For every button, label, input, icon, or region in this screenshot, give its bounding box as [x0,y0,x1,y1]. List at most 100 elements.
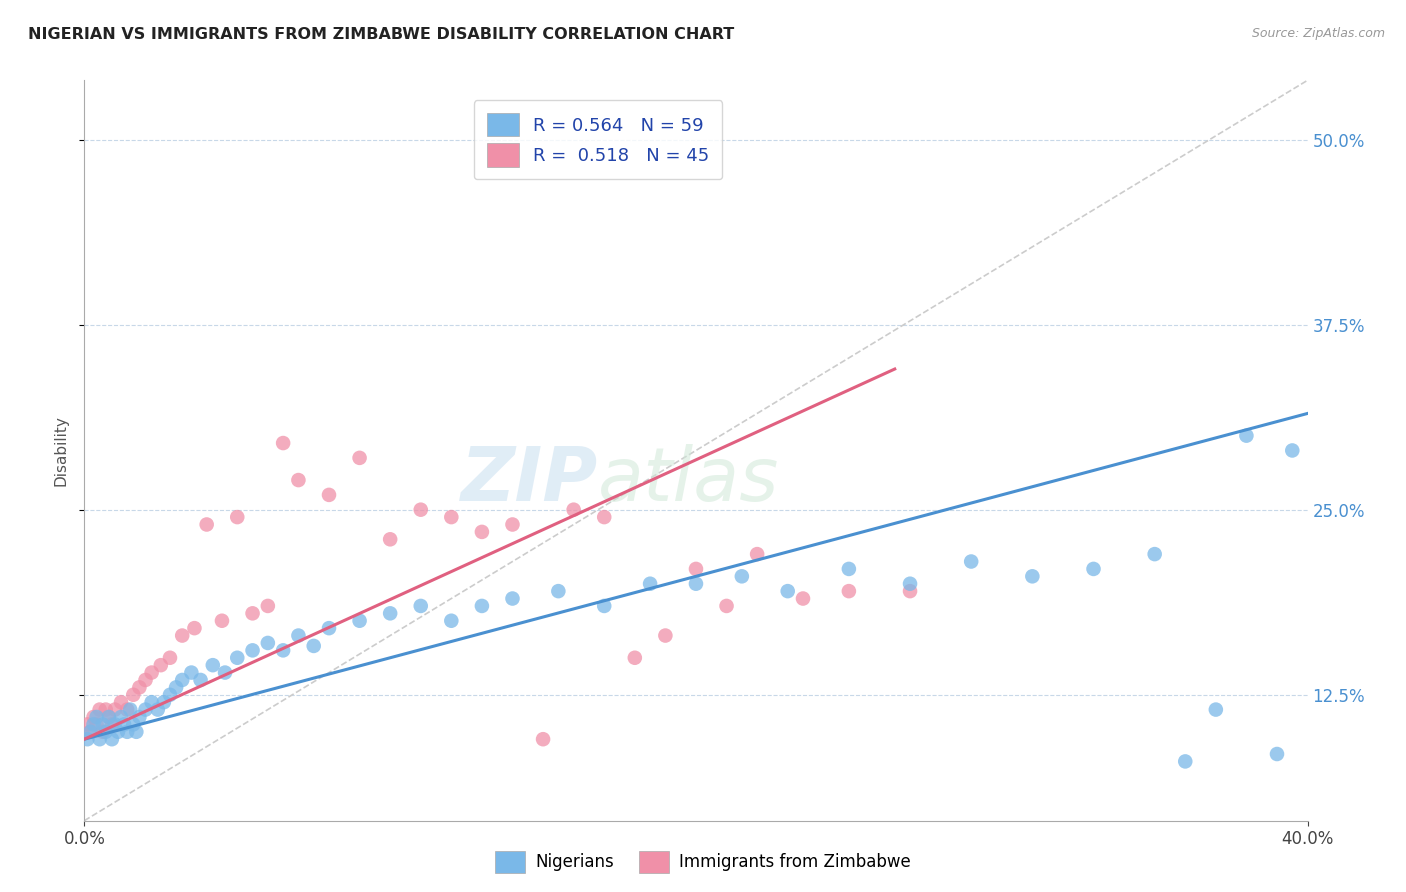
Point [838,562,860,576]
Point [112,717,135,731]
Point [792,591,814,606]
Point [1205,703,1227,717]
Point [214,665,236,680]
Point [685,562,707,576]
Point [115,724,138,739]
Point [409,502,432,516]
Point [226,650,249,665]
Point [593,510,616,524]
Point [685,576,707,591]
Point [94,724,117,739]
Point [349,450,371,465]
Point [776,584,799,599]
Point [97,710,120,724]
Point [172,673,194,687]
Point [83,717,105,731]
Point [89,732,111,747]
Point [349,614,371,628]
Point [242,607,264,621]
Point [838,584,860,599]
Point [135,703,157,717]
Point [110,710,132,724]
Point [91,724,114,739]
Y-axis label: Disability: Disability [53,415,69,486]
Point [76,717,98,731]
Point [180,665,202,680]
Point [747,547,769,561]
Point [531,732,554,747]
Text: ZIP: ZIP [461,443,598,516]
Point [190,673,212,687]
Point [183,621,205,635]
Point [654,628,676,642]
Point [89,703,111,717]
Point [271,643,294,657]
Point [471,524,494,539]
Point [731,569,754,583]
Point [97,710,120,724]
Point [141,695,163,709]
Point [135,673,157,687]
Text: Source: ZipAtlas.com: Source: ZipAtlas.com [1251,27,1385,40]
Point [716,599,738,613]
Point [159,650,181,665]
Point [471,599,494,613]
Point [91,717,114,731]
Point [898,576,921,591]
Text: atlas: atlas [598,444,779,516]
Point [1083,562,1105,576]
Point [153,695,176,709]
Point [76,732,98,747]
Point [1174,755,1197,769]
Point [638,576,661,591]
Point [165,681,187,695]
Point [195,517,218,532]
Text: NIGERIAN VS IMMIGRANTS FROM ZIMBABWE DISABILITY CORRELATION CHART: NIGERIAN VS IMMIGRANTS FROM ZIMBABWE DIS… [28,27,734,42]
Point [83,710,105,724]
Point [141,665,163,680]
Point [380,533,402,547]
Point [104,703,127,717]
Point [593,599,616,613]
Point [101,717,124,731]
Point [1143,547,1166,561]
Point [226,510,249,524]
Point [502,517,524,532]
Point [287,628,309,642]
Point [318,621,340,635]
Point [146,703,169,717]
Point [159,688,181,702]
Point [1281,443,1303,458]
Point [94,703,117,717]
Point [149,658,172,673]
Point [562,502,585,516]
Point [302,639,325,653]
Point [79,724,101,739]
Point [502,591,524,606]
Point [257,599,280,613]
Point [107,724,129,739]
Legend: Nigerians, Immigrants from Zimbabwe: Nigerians, Immigrants from Zimbabwe [488,845,918,880]
Point [211,614,233,628]
Point [960,554,983,569]
Point [1236,428,1258,442]
Point [624,650,647,665]
Point [86,717,108,731]
Legend: R = 0.564   N = 59, R =  0.518   N = 45: R = 0.564 N = 59, R = 0.518 N = 45 [474,101,723,179]
Point [1021,569,1043,583]
Point [122,688,145,702]
Point [128,681,150,695]
Point [120,703,142,717]
Point [242,643,264,657]
Point [172,628,194,642]
Point [110,695,132,709]
Point [898,584,921,599]
Point [409,599,432,613]
Point [380,607,402,621]
Point [201,658,224,673]
Point [122,717,145,731]
Point [86,710,108,724]
Point [104,717,127,731]
Point [257,636,280,650]
Point [128,710,150,724]
